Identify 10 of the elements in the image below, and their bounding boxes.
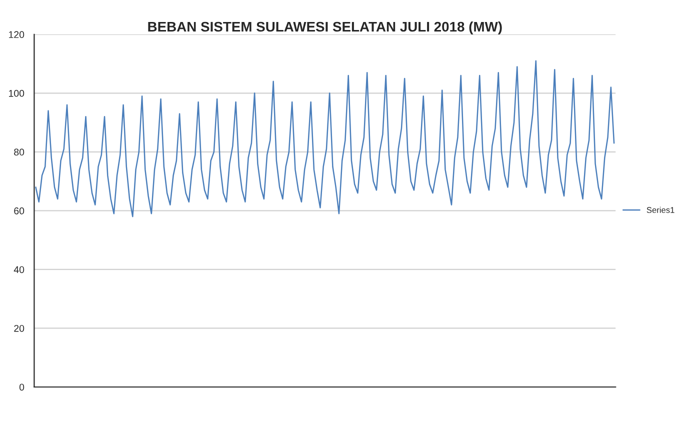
y-tick-label: 20	[14, 324, 24, 332]
y-tick-label: 40	[14, 266, 24, 274]
y-tick-label: 80	[14, 148, 24, 156]
chart-title: BEBAN SISTEM SULAWESI SELATAN JULI 2018 (MW)	[148, 21, 502, 34]
y-tick-label: 0	[19, 384, 24, 391]
y-tick-label: 60	[14, 207, 24, 214]
y-tick-label: 100	[9, 90, 24, 97]
legend-label: Series1	[646, 206, 674, 213]
y-tick-label: 120	[9, 31, 24, 38]
line-series	[35, 60, 615, 218]
